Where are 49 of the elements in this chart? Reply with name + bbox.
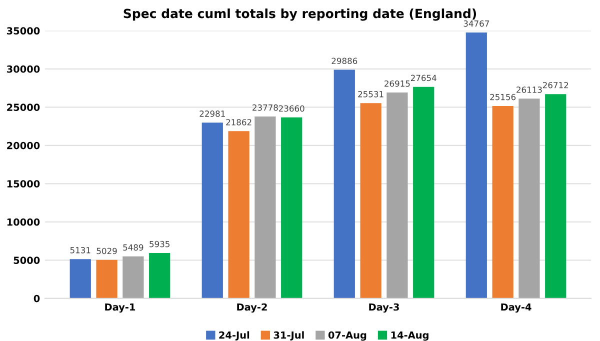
data-label: 23660 bbox=[278, 105, 304, 112]
bar bbox=[96, 260, 118, 298]
bar bbox=[70, 259, 91, 298]
y-tick-label: 15000 bbox=[7, 180, 40, 188]
bar bbox=[466, 32, 487, 298]
data-label: 34767 bbox=[464, 20, 489, 27]
data-label: 27654 bbox=[410, 74, 436, 82]
y-tick-label: 30000 bbox=[6, 65, 40, 73]
legend-label: 07-Aug bbox=[328, 331, 366, 341]
data-label: 22981 bbox=[200, 110, 225, 117]
bar bbox=[202, 122, 223, 298]
bar bbox=[149, 252, 170, 298]
bar bbox=[386, 92, 408, 298]
data-label: 5489 bbox=[123, 244, 144, 251]
data-label: 25531 bbox=[358, 91, 384, 98]
data-label: 21862 bbox=[226, 119, 252, 126]
data-label: 26113 bbox=[516, 86, 542, 93]
data-label: 23778 bbox=[252, 104, 278, 111]
data-label: 29886 bbox=[332, 58, 358, 64]
legend-label: 14-Aug bbox=[391, 332, 428, 341]
y-tick-label: 5000 bbox=[14, 256, 40, 264]
y-tick-label: 35000 bbox=[6, 27, 40, 35]
legend-label: 31-Jul bbox=[274, 331, 304, 341]
x-tick-label: Day-4 bbox=[501, 303, 532, 313]
data-label: 26712 bbox=[542, 82, 568, 88]
data-label: 26915 bbox=[384, 80, 410, 87]
x-tick-label: Day-3 bbox=[369, 303, 399, 313]
data-label: 5935 bbox=[150, 240, 170, 248]
bar bbox=[122, 256, 144, 298]
x-tick-label: Day-2 bbox=[237, 303, 267, 313]
bar bbox=[281, 117, 302, 298]
bar bbox=[492, 106, 514, 298]
x-tick-label: Day-1 bbox=[105, 303, 136, 313]
y-tick-label: 0 bbox=[34, 294, 40, 302]
bar bbox=[334, 70, 355, 298]
y-tick-label: 20000 bbox=[7, 142, 40, 150]
bar bbox=[360, 103, 382, 298]
bar bbox=[518, 98, 540, 298]
bar bbox=[228, 131, 250, 298]
data-label: 25156 bbox=[490, 94, 516, 100]
y-tick-label: 10000 bbox=[7, 218, 40, 226]
data-label: 5029 bbox=[96, 248, 117, 254]
bar bbox=[413, 86, 434, 298]
y-tick-label: 25000 bbox=[7, 104, 40, 112]
bar bbox=[254, 116, 276, 298]
legend-label: 24-Jul bbox=[219, 331, 250, 341]
chart-title: Spec date cuml totals by reporting date (England) bbox=[124, 8, 476, 21]
bar bbox=[545, 94, 566, 298]
data-label: 5131 bbox=[70, 247, 90, 254]
